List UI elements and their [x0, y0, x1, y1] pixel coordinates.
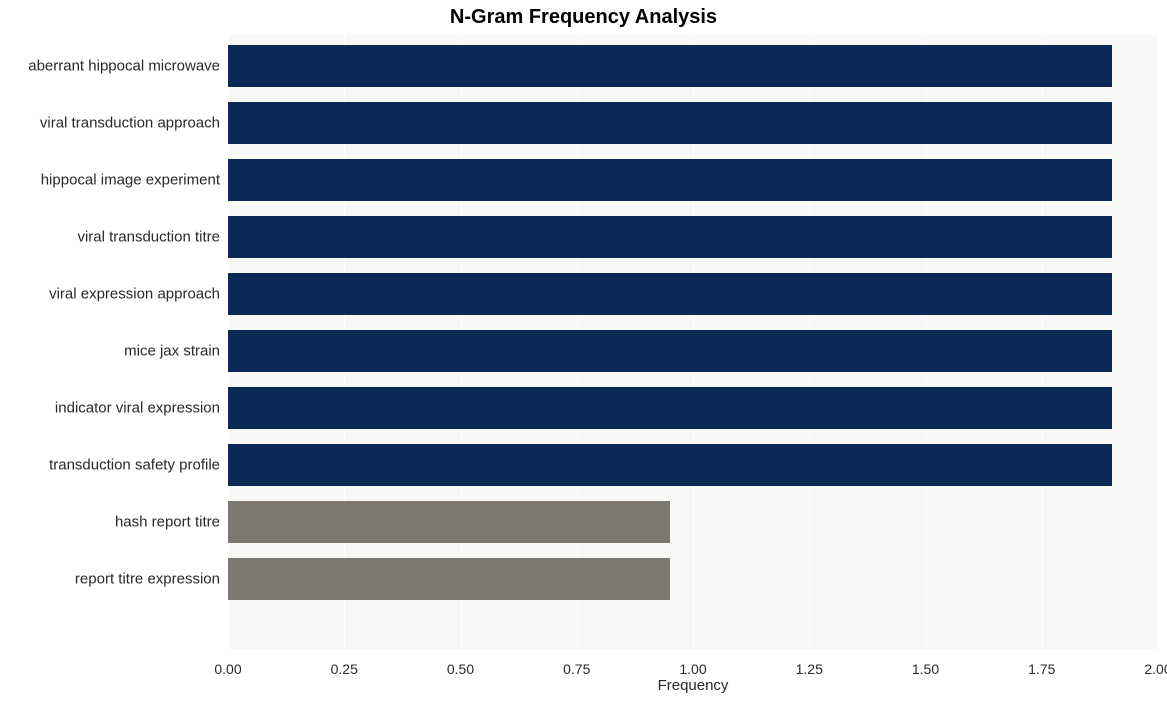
bar [228, 558, 670, 600]
x-tick-label: 1.50 [912, 661, 939, 677]
bar [228, 273, 1112, 315]
y-tick-label: viral transduction approach [40, 115, 228, 132]
x-tick-label: 0.50 [447, 661, 474, 677]
y-tick-label: indicator viral expression [55, 400, 228, 417]
y-tick-label: viral expression approach [49, 286, 228, 303]
x-tick-label: 0.00 [214, 661, 241, 677]
bar [228, 501, 670, 543]
y-tick-label: report titre expression [75, 571, 228, 588]
bar [228, 444, 1112, 486]
y-tick-label: mice jax strain [124, 343, 228, 360]
y-tick-label: hash report titre [115, 514, 228, 531]
bar [228, 45, 1112, 87]
x-tick-label: 1.25 [796, 661, 823, 677]
chart-title: N-Gram Frequency Analysis [0, 6, 1167, 29]
grid-line [1158, 35, 1159, 649]
bar [228, 216, 1112, 258]
y-tick-label: viral transduction titre [77, 229, 228, 246]
x-axis-title: Frequency [658, 677, 729, 694]
x-tick-label: 2.00 [1144, 661, 1167, 677]
y-tick-label: aberrant hippocal microwave [28, 58, 228, 75]
x-tick-label: 0.25 [331, 661, 358, 677]
bar [228, 387, 1112, 429]
bar [228, 159, 1112, 201]
y-tick-label: transduction safety profile [49, 457, 228, 474]
bar [228, 330, 1112, 372]
y-tick-label: hippocal image experiment [41, 172, 228, 189]
x-tick-label: 1.00 [679, 661, 706, 677]
bar [228, 102, 1112, 144]
x-tick-label: 0.75 [563, 661, 590, 677]
plot-area: 0.000.250.500.751.001.251.501.752.00aber… [228, 35, 1158, 649]
x-tick-label: 1.75 [1028, 661, 1055, 677]
ngram-frequency-chart: N-Gram Frequency Analysis 0.000.250.500.… [0, 0, 1167, 701]
